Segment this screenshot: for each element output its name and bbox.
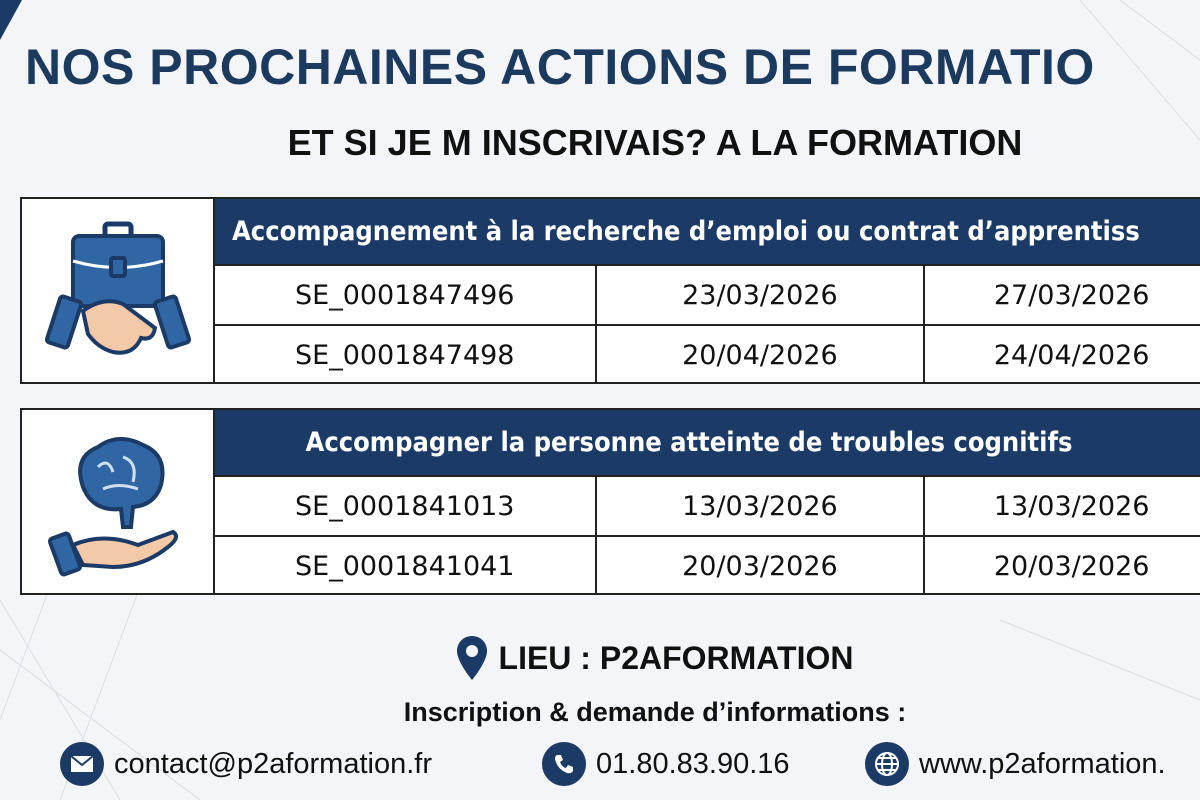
icon-cell [22, 410, 215, 593]
training-title: Accompagnement à la recherche d’emploi o… [215, 199, 1200, 264]
website-contact[interactable]: www.p2aformation. [865, 742, 1166, 786]
session-start: 20/04/2026 [597, 326, 926, 384]
icon-cell [22, 199, 215, 382]
mail-icon [60, 742, 104, 786]
location-text: LIEU : P2AFORMATION [498, 639, 854, 676]
session-end: 24/04/2026 [993, 339, 1150, 371]
contact-bar: contact@p2aformation.fr 01.80.83.90.16 w… [60, 742, 1200, 788]
location: LIEU : P2AFORMATION [0, 636, 1200, 680]
phone-contact[interactable]: 01.80.83.90.16 [542, 742, 790, 786]
session-code: SE_0001847496 [215, 266, 597, 324]
training-title: Accompagner la personne atteinte de trou… [215, 410, 1200, 475]
session-code: SE_0001841013 [215, 477, 597, 535]
training-table-2: Accompagner la personne atteinte de trou… [20, 408, 1200, 595]
table-row: SE_0001841041 20/03/2026 20/03/2026 [215, 535, 1200, 595]
email-link[interactable]: contact@p2aformation.fr [114, 747, 432, 780]
session-start: 20/03/2026 [597, 537, 926, 595]
phone-icon [542, 742, 586, 786]
session-end: 20/03/2026 [993, 550, 1150, 582]
page-subtitle: ET SI JE M INSCRIVAIS? A LA FORMATION [287, 122, 1023, 163]
session-code: SE_0001847498 [215, 326, 597, 384]
page-title: NOS PROCHAINES ACTIONS DE FORMATIO [25, 39, 1095, 95]
handshake-briefcase-icon [44, 221, 191, 355]
map-pin-icon [456, 636, 487, 680]
session-end: 27/03/2026 [993, 279, 1150, 311]
email-contact[interactable]: contact@p2aformation.fr [60, 742, 432, 786]
brain-hand-icon [47, 436, 178, 576]
inscription-label: Inscription & demande d’informations : [403, 697, 907, 727]
session-end: 13/03/2026 [993, 490, 1150, 522]
session-start: 13/03/2026 [597, 477, 926, 535]
table-row: SE_0001847496 23/03/2026 27/03/2026 [215, 264, 1200, 324]
session-code: SE_0001841041 [215, 537, 597, 595]
training-table-1: Accompagnement à la recherche d’emploi o… [20, 197, 1200, 384]
phone-number[interactable]: 01.80.83.90.16 [596, 747, 790, 780]
globe-icon [865, 742, 909, 786]
website-link[interactable]: www.p2aformation. [919, 747, 1166, 780]
session-start: 23/03/2026 [597, 266, 926, 324]
table-row: SE_0001841013 13/03/2026 13/03/2026 [215, 475, 1200, 535]
table-row: SE_0001847498 20/04/2026 24/04/2026 [215, 324, 1200, 384]
